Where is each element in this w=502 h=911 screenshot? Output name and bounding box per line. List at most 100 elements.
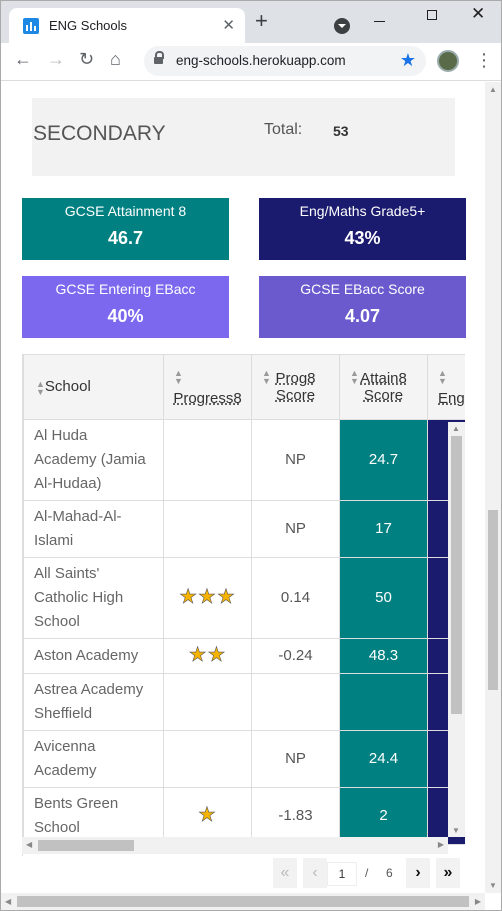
- page-vertical-scrollbar[interactable]: ▲ ▼: [485, 82, 501, 893]
- prog8-score: NP: [251, 500, 340, 558]
- header-school-label: School: [44, 378, 91, 396]
- attain8-score: 48.3: [339, 638, 428, 674]
- progress-stars: [163, 673, 252, 731]
- tab-close-icon[interactable]: ✕: [222, 17, 235, 34]
- sort-icon: ▲ ▼: [262, 368, 271, 386]
- scroll-left-icon[interactable]: ◀: [5, 897, 12, 906]
- card-entering-ebacc: GCSE Entering EBacc 40%: [22, 276, 229, 338]
- header-prog8-label: Prog8: [275, 370, 316, 387]
- header-attain8-label: Attain8: [360, 370, 407, 387]
- scroll-up-icon[interactable]: ▲: [452, 424, 460, 433]
- school-name: Astrea Academy Sheffield: [23, 673, 164, 731]
- bookmark-star-icon[interactable]: ★: [399, 50, 416, 70]
- table-vertical-scrollbar[interactable]: ▲ ▼: [448, 422, 465, 837]
- progress-stars: [163, 419, 252, 501]
- sort-icon: ▲ ▼: [438, 368, 447, 386]
- sort-icon: ▲ ▼: [36, 378, 45, 397]
- card-value: 43%: [344, 228, 381, 248]
- minimize-icon[interactable]: [374, 21, 385, 22]
- sort-icon: ▲ ▼: [174, 368, 183, 386]
- attain8-score: 24.4: [339, 730, 428, 788]
- header-progress8[interactable]: ▲ ▼ Progress8: [163, 354, 252, 420]
- next-page-button[interactable]: ›: [406, 858, 430, 888]
- table-row[interactable]: Al Huda Academy (Jamia Al-Hudaa) NP 24.7: [23, 419, 465, 501]
- table-row[interactable]: Astrea Academy Sheffield: [23, 673, 465, 731]
- prog8-score: -0.24: [251, 638, 340, 674]
- card-value: 4.07: [344, 306, 381, 326]
- new-tab-icon[interactable]: +: [255, 8, 268, 33]
- header-eng[interactable]: ▲ ▼ Eng: [427, 354, 465, 420]
- back-icon[interactable]: ←: [14, 49, 32, 69]
- attain8-score: 50: [339, 557, 428, 639]
- header-prog8-score[interactable]: ▲ ▼ Prog8 Score: [251, 354, 340, 420]
- progress-stars: ★: [163, 787, 252, 845]
- forward-icon[interactable]: →: [47, 49, 65, 69]
- school-name: Bents Green School: [23, 787, 164, 845]
- scroll-down-icon[interactable]: ▼: [452, 826, 460, 835]
- scroll-thumb[interactable]: [488, 510, 498, 690]
- browser-tab[interactable]: ENG Schools ✕: [9, 8, 245, 43]
- browser-toolbar: ← → ↻ ⌂ eng-schools.herokuapp.com ★ ⋮: [1, 43, 501, 81]
- maximize-icon[interactable]: [427, 10, 437, 20]
- header-progress8-label: Progress8: [173, 389, 242, 407]
- school-name: Al-Mahad-Al-Islami: [23, 500, 164, 558]
- progress-stars: [163, 500, 252, 558]
- header-school[interactable]: ▲ ▼School: [23, 354, 164, 420]
- header-eng-label: Eng: [438, 389, 465, 407]
- chart-favicon-icon: [23, 18, 39, 34]
- scroll-thumb[interactable]: [17, 896, 469, 907]
- card-ebacc-score: GCSE EBacc Score 4.07: [259, 276, 466, 338]
- scroll-right-icon[interactable]: ▶: [437, 840, 444, 849]
- table-row[interactable]: Avicenna Academy NP 24.4: [23, 730, 465, 788]
- card-attainment8: GCSE Attainment 8 46.7: [22, 198, 229, 260]
- attain8-score: 24.7: [339, 419, 428, 501]
- star-rating: ★★★: [179, 586, 236, 609]
- tab-strip: ENG Schools ✕ + ✕: [1, 1, 501, 43]
- sort-icon: ▲ ▼: [350, 368, 359, 386]
- progress-stars: ★★★: [163, 557, 252, 639]
- tab-search-icon[interactable]: [334, 18, 350, 34]
- attain8-score: 2: [339, 787, 428, 845]
- attain8-score: [339, 673, 428, 731]
- prog8-score: NP: [251, 419, 340, 501]
- last-page-button[interactable]: »: [436, 858, 460, 888]
- table-row[interactable]: All Saints' Catholic High School ★★★ 0.1…: [23, 557, 465, 639]
- table-horizontal-scrollbar[interactable]: ◀ ▶: [22, 837, 448, 854]
- schools-table: ▲ ▼School ▲ ▼ Progress8 ▲ ▼ Prog8 Score ▲: [23, 354, 465, 845]
- header-score-label: Score: [275, 387, 316, 404]
- scroll-right-icon[interactable]: ▶: [474, 897, 481, 906]
- summary-panel: SECONDARY Total: 53: [32, 98, 455, 176]
- star-rating: ★★: [188, 644, 227, 667]
- total-value: 53: [333, 123, 349, 139]
- star-rating: ★: [198, 804, 217, 827]
- scroll-up-icon[interactable]: ▲: [489, 85, 497, 94]
- reload-icon[interactable]: ↻: [79, 49, 95, 69]
- table-header-row: ▲ ▼School ▲ ▼ Progress8 ▲ ▼ Prog8 Score ▲: [23, 354, 465, 420]
- page-horizontal-scrollbar[interactable]: ◀ ▶: [1, 893, 485, 910]
- profile-avatar[interactable]: [437, 50, 459, 72]
- scroll-thumb[interactable]: [451, 436, 462, 714]
- table-row[interactable]: Bents Green School ★ -1.83 2: [23, 787, 465, 845]
- school-level: SECONDARY: [33, 122, 166, 145]
- url-text: eng-schools.herokuapp.com: [176, 53, 346, 68]
- card-title: GCSE Entering EBacc: [55, 281, 196, 297]
- scroll-thumb[interactable]: [38, 840, 134, 851]
- home-icon[interactable]: ⌂: [110, 49, 121, 69]
- school-name: All Saints' Catholic High School: [23, 557, 164, 639]
- prog8-score: NP: [251, 730, 340, 788]
- address-bar[interactable]: eng-schools.herokuapp.com ★: [144, 46, 426, 76]
- table-row[interactable]: Aston Academy ★★ -0.24 48.3: [23, 638, 465, 674]
- table-row[interactable]: Al-Mahad-Al-Islami NP 17: [23, 500, 465, 558]
- page-number-input[interactable]: 1: [327, 862, 357, 886]
- school-name: Avicenna Academy: [23, 730, 164, 788]
- prev-page-button[interactable]: ‹: [303, 858, 327, 888]
- first-page-button[interactable]: «: [273, 858, 297, 888]
- header-attain8-score[interactable]: ▲ ▼ Attain8 Score: [339, 354, 428, 420]
- scroll-down-icon[interactable]: ▼: [489, 881, 497, 890]
- window-close-icon[interactable]: ✕: [471, 4, 486, 23]
- menu-icon[interactable]: ⋮: [475, 50, 493, 70]
- card-eng-maths: Eng/Maths Grade5+ 43%: [259, 198, 466, 260]
- scroll-left-icon[interactable]: ◀: [26, 840, 33, 849]
- card-title: GCSE Attainment 8: [64, 203, 187, 219]
